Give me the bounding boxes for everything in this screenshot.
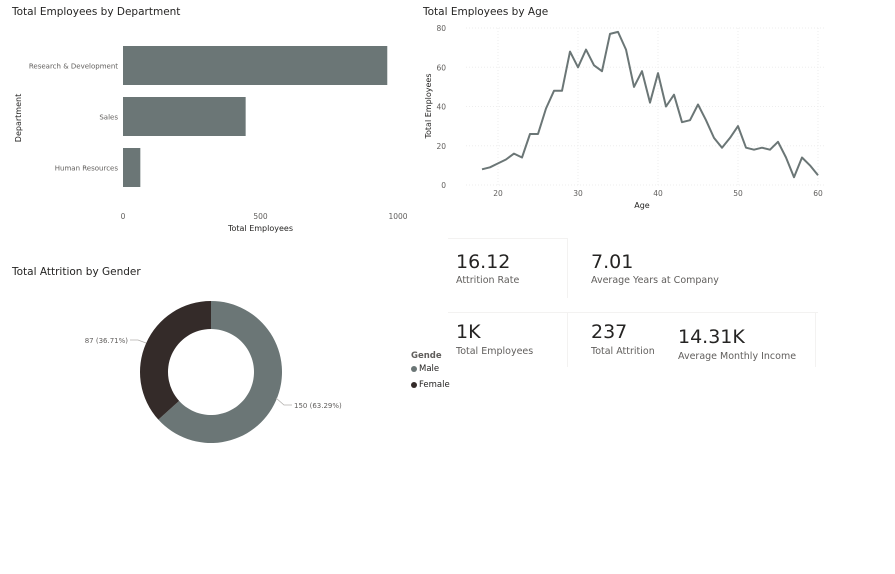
attrition-rate-label: Attrition Rate [456,275,520,286]
legend-label-male: Male [419,364,440,374]
legend-item-female[interactable]: Female [411,380,450,390]
age-series-line[interactable] [481,30,819,179]
dept-bar[interactable] [123,97,246,136]
label-leader-male [275,397,292,406]
legend-dot-male [411,366,417,372]
age-y-tick: 80 [436,24,446,33]
legend-item-male[interactable]: Male [411,364,450,374]
legend-title: Gende [411,351,442,361]
dept-chart-title: Total Employees by Department [12,6,181,18]
avg-years-value: 7.01 [591,251,634,273]
donut-data-label-male: 150 (63.29%) [294,402,342,410]
age-y-tick: 20 [436,142,446,151]
avg-years-label: Average Years at Company [591,275,719,286]
age-y-tick: 60 [436,63,446,72]
age-y-tick: 40 [436,103,446,112]
age-x-tick: 30 [573,189,583,198]
dept-category-label: Human Resources [55,165,119,173]
attrition-rate-value: 16.12 [456,251,511,273]
dept-x-tick: 0 [121,212,126,221]
avg-income-label: Average Monthly Income [678,351,797,362]
age-chart-title: Total Employees by Age [423,6,549,18]
gender-chart-title: Total Attrition by Gender [12,266,141,278]
dept-bar[interactable] [123,148,141,187]
legend-label-female: Female [419,380,450,390]
dept-y-axis-label: Department [14,94,23,142]
label-leader-female [130,339,147,344]
age-y-tick: 0 [441,181,446,190]
donut-slice-male[interactable] [158,301,282,443]
age-y-axis-label: Total Employees [424,73,433,139]
gender-donut-chart[interactable]: 150 (63.29%) 87 (36.71%) [0,280,400,480]
dept-x-tick: 500 [253,212,268,221]
avg-income-value: 14.31K [678,326,745,348]
age-line-chart[interactable]: 0 20 40 60 80 20 30 40 50 60 Age Total Employees [410,0,880,230]
age-x-axis-label: Age [634,201,650,210]
age-x-tick: 60 [813,189,823,198]
dept-category-label: Research & Development [29,63,118,71]
dept-bar[interactable] [123,46,388,85]
dept-category-label: Sales [99,114,118,122]
age-x-tick: 20 [493,189,503,198]
total-attrition-label: Total Attrition [591,346,655,357]
age-x-tick: 40 [653,189,663,198]
age-x-tick: 50 [733,189,743,198]
total-attrition-value: 237 [591,321,628,343]
dept-bar-chart[interactable]: Research & Development Sales Human Resourc… [0,0,410,233]
dept-x-axis-label: Total Employees [227,224,293,233]
donut-slice-female[interactable] [140,301,211,420]
total-employees-value: 1K [456,321,481,343]
dept-x-tick: 1000 [388,212,407,221]
gender-legend: Gende Male Female [411,351,450,390]
donut-data-label-female: 87 (36.71%) [85,337,129,345]
legend-dot-female [411,382,417,388]
total-employees-label: Total Employees [456,346,534,357]
